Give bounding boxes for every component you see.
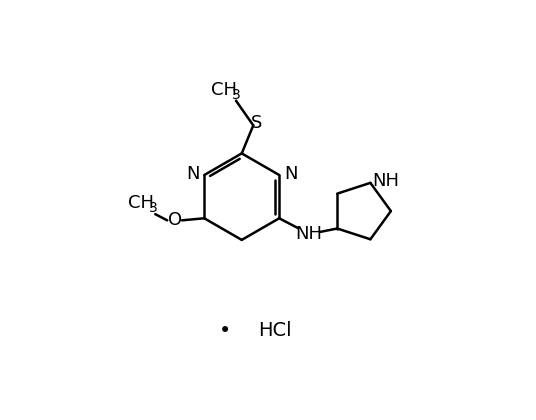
Text: 3: 3 [232,88,240,102]
Text: CH: CH [128,194,154,212]
Text: NH: NH [373,172,399,190]
Text: N: N [284,165,297,183]
Text: •: • [219,320,232,341]
Text: O: O [168,211,182,229]
Text: S: S [251,114,262,132]
Text: HCl: HCl [258,321,292,340]
Text: NH: NH [295,225,322,243]
Text: N: N [186,165,199,183]
Text: CH: CH [211,81,236,99]
Text: 3: 3 [149,201,158,215]
